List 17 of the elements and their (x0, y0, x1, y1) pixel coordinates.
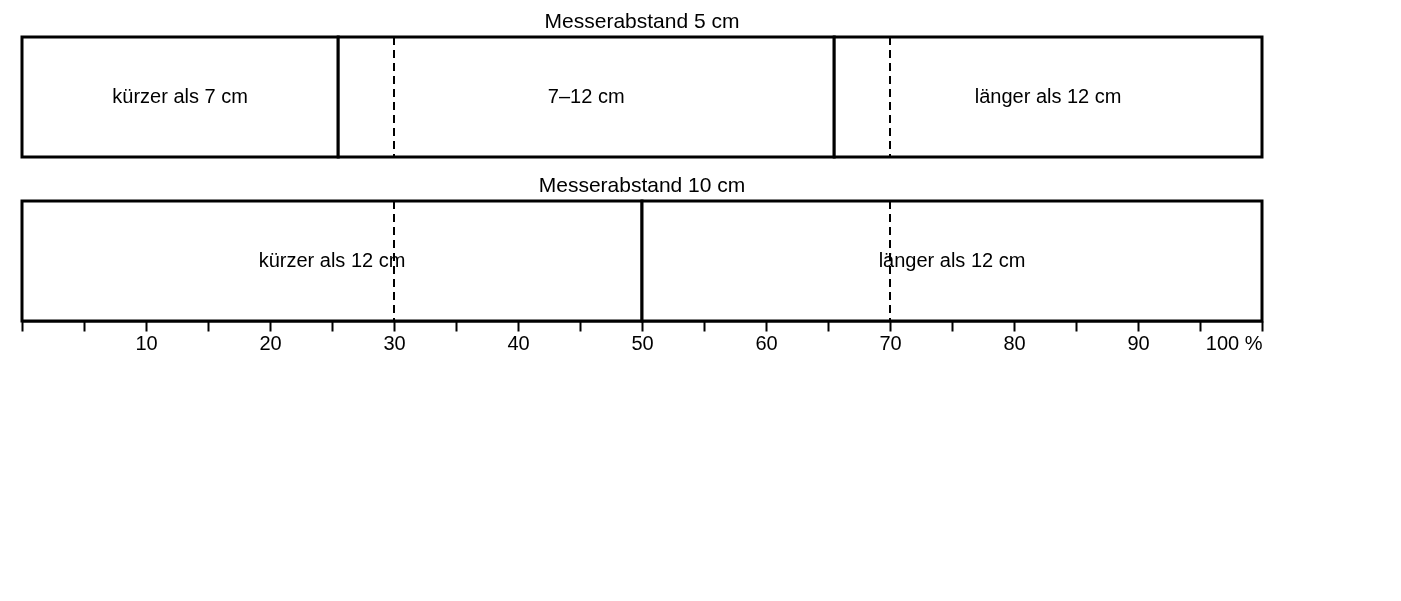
series-label: kürzer als 12 cm (258, 249, 406, 271)
chart-title: Messerabstand 10 cm (538, 172, 746, 196)
x-tick-label: 20 (259, 331, 282, 354)
series-label: 7–12 cm (547, 85, 625, 107)
x-tick-label: 50 (631, 331, 654, 354)
x-tick-label: 30 (383, 331, 406, 354)
x-tick-label: 40 (507, 331, 530, 354)
x-tick-label: 10 (135, 331, 158, 354)
x-tick-label: 70 (879, 331, 902, 354)
series-label: länger als 12 cm (974, 85, 1122, 107)
x-tick-label: 80 (1003, 331, 1026, 354)
series-label: länger als 12 cm (878, 249, 1026, 271)
x-tick-label: 90 (1127, 331, 1150, 354)
x-tick-label: 100 % (1205, 331, 1263, 354)
series-label: kürzer als 7 cm (112, 85, 248, 107)
x-tick-label: 60 (755, 331, 778, 354)
chart-title: Messerabstand 5 cm (544, 8, 740, 32)
